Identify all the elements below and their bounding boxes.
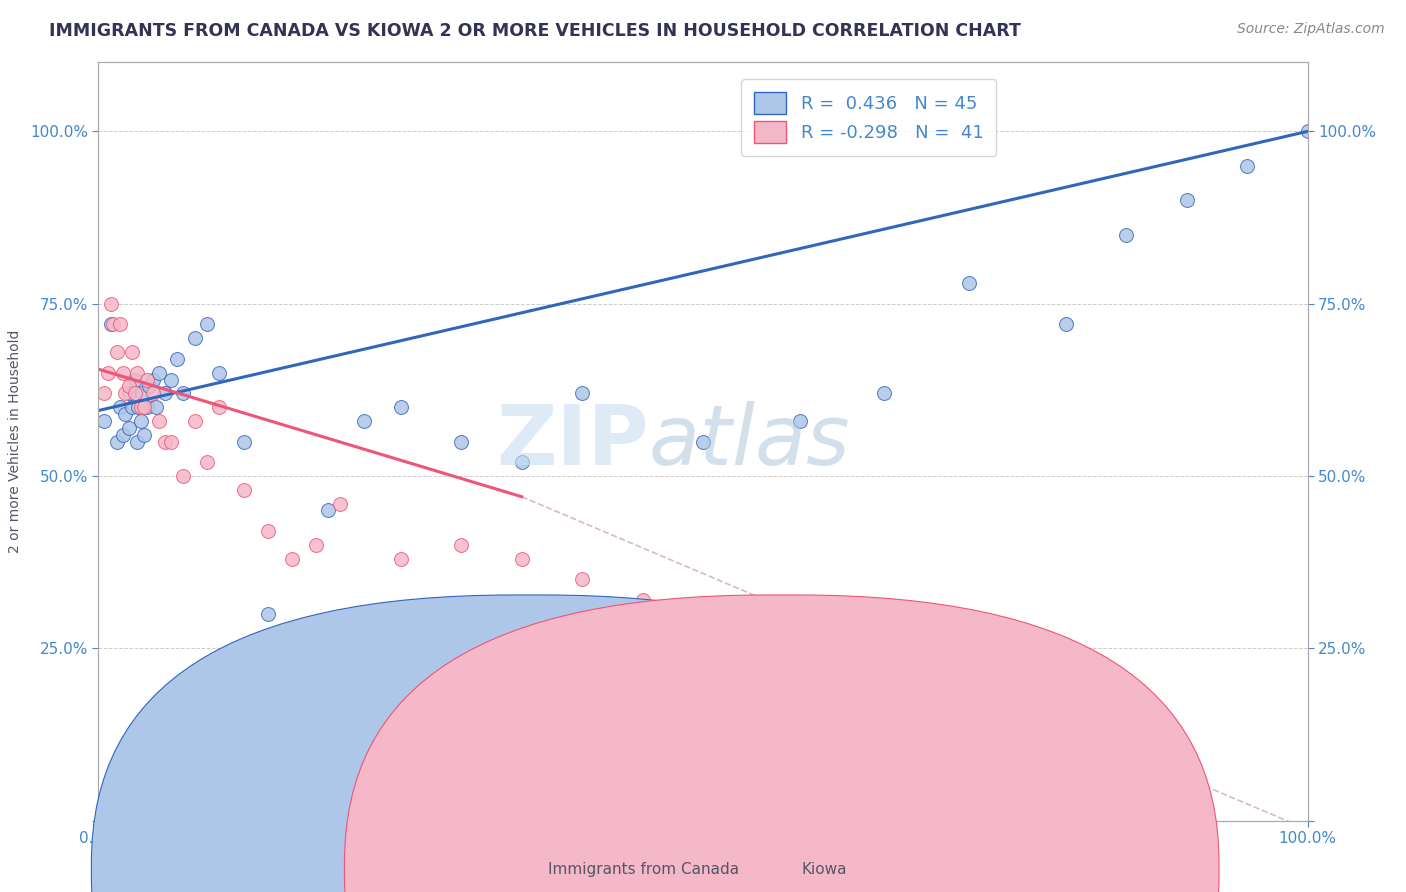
Point — [129, 400, 152, 414]
Point — [329, 497, 352, 511]
Point — [281, 551, 304, 566]
Point — [571, 386, 593, 401]
Text: ZIP: ZIP — [496, 401, 648, 482]
Point — [450, 538, 472, 552]
Point — [1115, 227, 1137, 242]
Point — [129, 414, 152, 428]
Text: Immigrants from Canada: Immigrants from Canada — [548, 863, 740, 877]
Point — [256, 607, 278, 621]
Point — [1054, 318, 1077, 332]
Point — [153, 386, 176, 401]
Point — [118, 386, 141, 401]
Point — [1236, 159, 1258, 173]
Point — [121, 345, 143, 359]
Text: Kiowa: Kiowa — [801, 863, 846, 877]
Point — [124, 386, 146, 401]
Point — [994, 662, 1017, 676]
Point — [184, 414, 207, 428]
Point — [97, 366, 120, 380]
Point — [121, 400, 143, 414]
Point — [957, 276, 980, 290]
Point — [1054, 675, 1077, 690]
Point — [108, 400, 131, 414]
Point — [127, 400, 149, 414]
Point — [111, 427, 134, 442]
Point — [1175, 194, 1198, 208]
Point — [127, 366, 149, 380]
Point — [111, 366, 134, 380]
Point — [510, 455, 533, 469]
Legend: R =  0.436   N = 45, R = -0.298   N =  41: R = 0.436 N = 45, R = -0.298 N = 41 — [741, 79, 997, 155]
Point — [172, 469, 194, 483]
Point — [100, 318, 122, 332]
Point — [142, 372, 165, 386]
Point — [93, 386, 115, 401]
Point — [692, 434, 714, 449]
Point — [232, 483, 254, 497]
Text: atlas: atlas — [648, 401, 851, 482]
Point — [353, 414, 375, 428]
Point — [124, 372, 146, 386]
Point — [114, 407, 136, 421]
Point — [316, 503, 339, 517]
Point — [281, 641, 304, 656]
Point — [389, 551, 412, 566]
Text: Source: ZipAtlas.com: Source: ZipAtlas.com — [1237, 22, 1385, 37]
Point — [93, 414, 115, 428]
Point — [208, 366, 231, 380]
Point — [934, 641, 956, 656]
Point — [256, 524, 278, 538]
Point — [305, 538, 328, 552]
Point — [145, 400, 167, 414]
Point — [142, 386, 165, 401]
Point — [160, 372, 183, 386]
Point — [101, 318, 124, 332]
Point — [571, 573, 593, 587]
Point — [208, 400, 231, 414]
Point — [114, 386, 136, 401]
Point — [1296, 124, 1319, 138]
Point — [127, 434, 149, 449]
Point — [389, 400, 412, 414]
Point — [105, 434, 128, 449]
Point — [134, 427, 156, 442]
Point — [789, 414, 811, 428]
Point — [153, 434, 176, 449]
Point — [1175, 745, 1198, 759]
Point — [172, 386, 194, 401]
Point — [752, 607, 775, 621]
Point — [813, 607, 835, 621]
Point — [138, 379, 160, 393]
Point — [118, 421, 141, 435]
Point — [195, 455, 218, 469]
Point — [135, 400, 157, 414]
Point — [118, 379, 141, 393]
Point — [160, 434, 183, 449]
Point — [166, 351, 188, 366]
Point — [108, 318, 131, 332]
Point — [135, 372, 157, 386]
Point — [131, 386, 153, 401]
Y-axis label: 2 or more Vehicles in Household: 2 or more Vehicles in Household — [7, 330, 21, 553]
Point — [692, 621, 714, 635]
Point — [510, 551, 533, 566]
Point — [184, 331, 207, 345]
Point — [100, 296, 122, 310]
Point — [631, 593, 654, 607]
Text: IMMIGRANTS FROM CANADA VS KIOWA 2 OR MORE VEHICLES IN HOUSEHOLD CORRELATION CHAR: IMMIGRANTS FROM CANADA VS KIOWA 2 OR MOR… — [49, 22, 1021, 40]
Point — [148, 414, 170, 428]
Point — [105, 345, 128, 359]
Point — [195, 318, 218, 332]
Point — [134, 400, 156, 414]
Point — [873, 386, 896, 401]
Point — [873, 621, 896, 635]
Point — [232, 434, 254, 449]
Point — [148, 366, 170, 380]
Point — [450, 434, 472, 449]
